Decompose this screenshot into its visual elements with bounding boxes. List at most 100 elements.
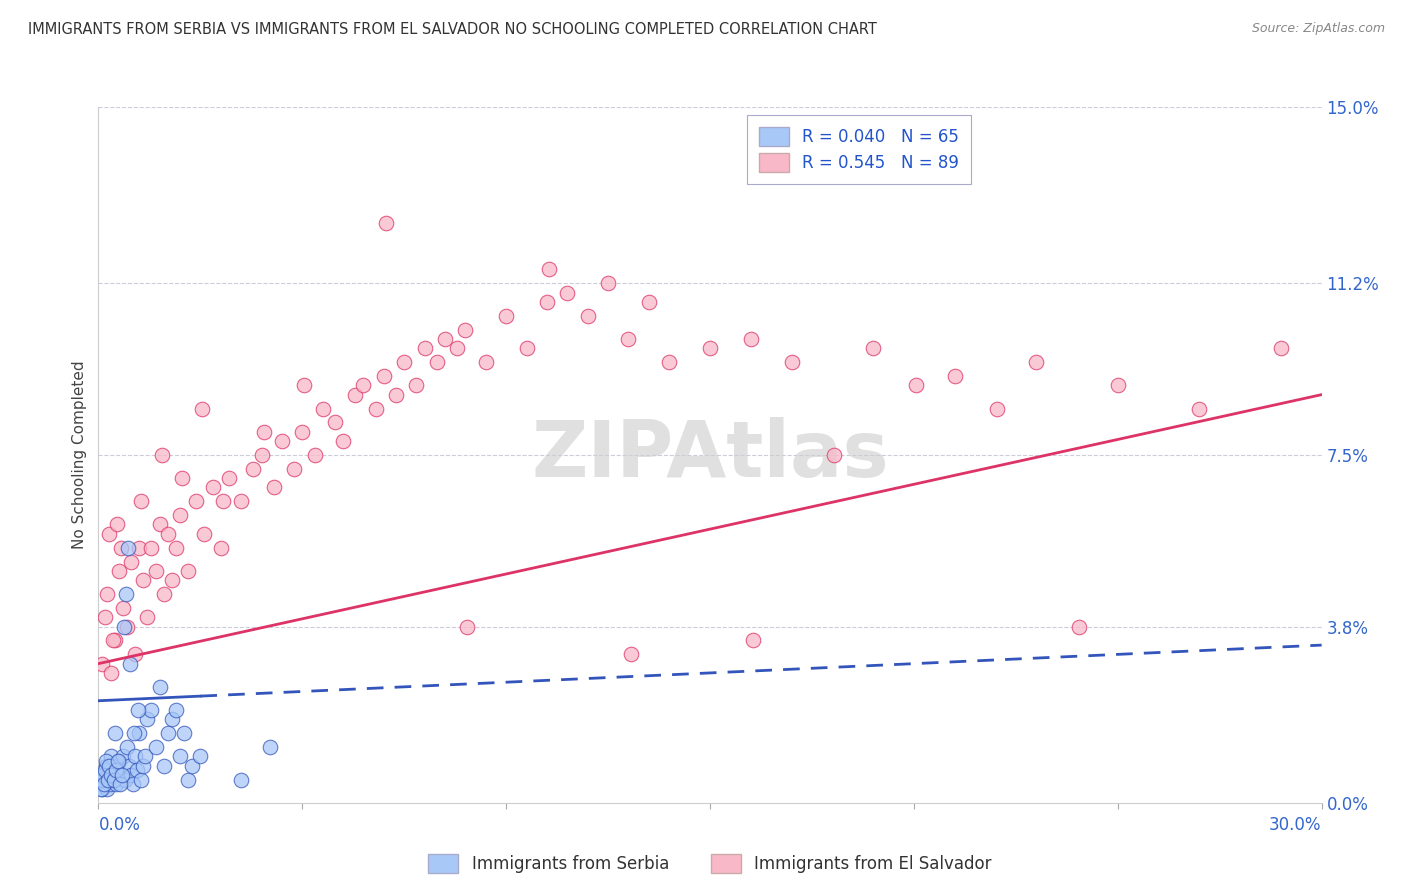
Point bbox=[136, 712, 159, 726]
Point bbox=[312, 401, 335, 416]
Point bbox=[170, 471, 193, 485]
Point bbox=[128, 726, 150, 740]
Point bbox=[165, 703, 187, 717]
Point bbox=[250, 448, 273, 462]
Point bbox=[304, 448, 326, 462]
Point bbox=[97, 526, 120, 541]
Point bbox=[231, 772, 253, 787]
Point bbox=[96, 781, 118, 796]
Point bbox=[145, 740, 167, 755]
Point bbox=[165, 541, 187, 555]
Point bbox=[374, 216, 396, 230]
Point bbox=[120, 768, 142, 782]
Point bbox=[986, 401, 1008, 416]
Point bbox=[111, 601, 134, 615]
Text: 30.0%: 30.0% bbox=[1270, 816, 1322, 834]
Point bbox=[596, 277, 619, 291]
Point bbox=[181, 758, 204, 772]
Point bbox=[103, 772, 125, 787]
Point bbox=[149, 680, 172, 694]
Point bbox=[638, 294, 661, 309]
Point bbox=[188, 749, 212, 764]
Point bbox=[152, 758, 174, 772]
Point bbox=[136, 610, 159, 624]
Point bbox=[1188, 401, 1211, 416]
Point bbox=[156, 526, 179, 541]
Point bbox=[658, 355, 681, 369]
Point bbox=[619, 648, 641, 662]
Point bbox=[122, 777, 145, 791]
Point bbox=[291, 425, 314, 439]
Point bbox=[177, 564, 200, 578]
Point bbox=[364, 401, 387, 416]
Legend: Immigrants from Serbia, Immigrants from El Salvador: Immigrants from Serbia, Immigrants from … bbox=[416, 842, 1004, 885]
Point bbox=[270, 434, 294, 448]
Point bbox=[100, 768, 122, 782]
Point bbox=[186, 494, 208, 508]
Point bbox=[1067, 619, 1090, 633]
Point bbox=[156, 726, 179, 740]
Point bbox=[536, 294, 558, 309]
Point bbox=[141, 703, 163, 717]
Point bbox=[93, 610, 115, 624]
Point bbox=[576, 309, 599, 323]
Point bbox=[96, 587, 118, 601]
Point bbox=[108, 564, 131, 578]
Point bbox=[177, 772, 200, 787]
Point bbox=[94, 758, 117, 772]
Point bbox=[110, 768, 132, 782]
Point bbox=[862, 341, 884, 355]
Point bbox=[1107, 378, 1129, 392]
Point bbox=[124, 749, 146, 764]
Point bbox=[904, 378, 927, 392]
Point bbox=[101, 768, 124, 782]
Point bbox=[127, 764, 149, 778]
Point bbox=[617, 332, 640, 346]
Point bbox=[323, 416, 346, 430]
Point bbox=[209, 541, 232, 555]
Point bbox=[132, 758, 155, 772]
Point bbox=[124, 726, 146, 740]
Point bbox=[97, 764, 120, 778]
Point bbox=[231, 494, 253, 508]
Point bbox=[90, 781, 112, 796]
Point bbox=[100, 749, 122, 764]
Point bbox=[91, 768, 114, 782]
Text: Source: ZipAtlas.com: Source: ZipAtlas.com bbox=[1251, 22, 1385, 36]
Point bbox=[332, 434, 354, 448]
Point bbox=[516, 341, 538, 355]
Point bbox=[218, 471, 240, 485]
Point bbox=[426, 355, 449, 369]
Point bbox=[118, 758, 141, 772]
Point bbox=[405, 378, 427, 392]
Point bbox=[89, 777, 111, 791]
Point bbox=[115, 587, 138, 601]
Point bbox=[104, 633, 127, 648]
Point bbox=[94, 764, 117, 778]
Point bbox=[107, 754, 129, 768]
Y-axis label: No Schooling Completed: No Schooling Completed bbox=[72, 360, 87, 549]
Point bbox=[115, 619, 138, 633]
Point bbox=[98, 758, 121, 772]
Point bbox=[433, 332, 456, 346]
Point bbox=[110, 541, 132, 555]
Point bbox=[128, 541, 150, 555]
Point bbox=[101, 633, 124, 648]
Point bbox=[91, 772, 114, 787]
Point bbox=[115, 740, 138, 755]
Point bbox=[454, 323, 477, 337]
Point bbox=[150, 448, 173, 462]
Point bbox=[129, 494, 152, 508]
Point bbox=[242, 462, 264, 476]
Point bbox=[169, 508, 191, 523]
Point bbox=[780, 355, 803, 369]
Point bbox=[456, 619, 478, 633]
Point bbox=[100, 665, 122, 680]
Point bbox=[149, 517, 172, 532]
Point bbox=[132, 573, 155, 587]
Point bbox=[104, 726, 127, 740]
Point bbox=[283, 462, 305, 476]
Point bbox=[91, 657, 114, 671]
Point bbox=[191, 401, 214, 416]
Point bbox=[96, 754, 118, 768]
